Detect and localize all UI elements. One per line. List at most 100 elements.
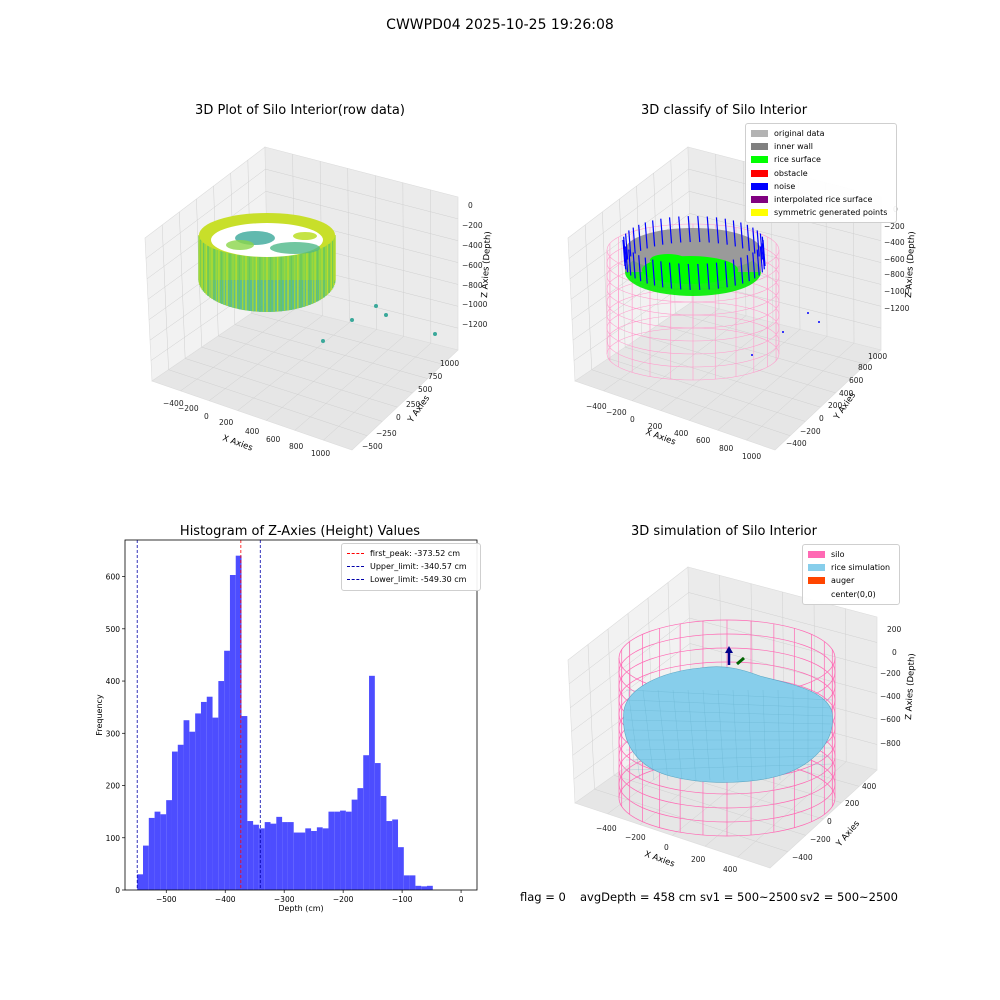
p1-outlier-point	[350, 318, 354, 322]
hist-bar	[235, 555, 242, 890]
p1-outlier-point	[321, 339, 325, 343]
hist-ytick: 300	[106, 729, 121, 738]
hist-xtick: −500	[156, 895, 177, 904]
p4-ztick: −400	[880, 692, 901, 701]
p4-ytick: 200	[845, 799, 860, 808]
hist-bar	[195, 713, 201, 890]
legend-label: original data	[774, 129, 825, 139]
p2-xtick: 600	[696, 436, 711, 445]
p1-xtick: −400	[163, 399, 184, 408]
legend-item-obstacle: obstacle	[751, 167, 891, 180]
hist-bar	[276, 816, 283, 890]
p1-ztick: −600	[462, 261, 483, 270]
p2-xtick: 1000	[742, 452, 761, 461]
hist-bar	[270, 823, 277, 890]
p2-xtick: 0	[630, 415, 635, 424]
p2-ztick: −200	[884, 222, 905, 231]
legend-item-lower-limit: Lower_limit: -549.30 cm	[347, 573, 475, 586]
footer-avg-depth: avgDepth = 458 cm	[580, 890, 697, 904]
panel2-classified-cloud	[606, 216, 820, 381]
hist-bar	[380, 795, 387, 890]
panel4-title: 3D simulation of Silo Interior	[631, 524, 817, 539]
p1-ztick: −800	[462, 281, 483, 290]
panel1-point-cloud	[198, 213, 336, 312]
hist-bar	[137, 874, 144, 890]
p1-outlier-point	[384, 313, 388, 317]
legend-item-center: center(0,0)	[808, 588, 894, 601]
p1-xtick: 200	[219, 418, 234, 427]
hist-xtick: −300	[274, 895, 295, 904]
hist-ytick: 600	[106, 573, 121, 582]
legend-label: Upper_limit: -340.57 cm	[370, 562, 467, 572]
p1-ztick: 0	[468, 201, 473, 210]
p4-zlabel: Z Axies (Depth)	[904, 653, 917, 720]
hist-bar	[148, 817, 155, 890]
legend-label: auger	[831, 576, 855, 586]
hist-bar	[334, 811, 341, 890]
hist-bar	[409, 875, 416, 890]
p1-ztick: −200	[462, 221, 483, 230]
hist-bar	[421, 886, 428, 890]
hist-bar	[229, 575, 236, 890]
p4-ztick: −600	[880, 715, 901, 724]
p1-xtick: 1000	[311, 449, 330, 458]
hist-bar	[374, 763, 381, 890]
legend-item-rice-surface: rice surface	[751, 153, 891, 166]
p1-xtick: 800	[289, 442, 304, 451]
hist-bar	[218, 681, 225, 890]
legend-label: silo	[831, 550, 845, 560]
p4-xtick: 0	[664, 843, 669, 852]
p1-xtick: 600	[266, 435, 281, 444]
hist-bar	[200, 701, 207, 890]
legend-label: center(0,0)	[831, 589, 876, 599]
hist-title: Histogram of Z-Axies (Height) Values	[179, 524, 421, 539]
figure-title: CWWPD04 2025-10-25 19:26:08	[386, 17, 614, 33]
p4-ytick: −400	[792, 853, 813, 862]
hist-bar	[316, 827, 323, 890]
p2-ytick: −400	[786, 439, 807, 448]
hist-bar	[328, 811, 335, 890]
hist-bar	[345, 811, 352, 890]
p4-ylabel: Y Axies	[834, 819, 862, 850]
legend-label: rice surface	[774, 155, 821, 165]
hist-frame	[124, 539, 478, 891]
p2-ytick: 1000	[868, 352, 887, 361]
legend-item-first-peak: first_peak: -373.52 cm	[347, 547, 475, 560]
hist-bar	[287, 822, 294, 890]
p4-xtick: 400	[723, 865, 738, 874]
footer-flag: flag = 0	[520, 890, 566, 904]
legend-item-rice-simulation: rice simulation	[808, 561, 894, 574]
hist-xtick: 0	[459, 895, 464, 904]
hist-bar	[177, 744, 184, 890]
p4-ztick: −800	[880, 739, 901, 748]
hist-bar	[403, 875, 410, 890]
legend-item-upper-limit: Upper_limit: -340.57 cm	[347, 560, 475, 573]
p1-outlier-point	[374, 304, 378, 308]
hist-ylabel: Frequency	[95, 694, 104, 736]
hist-bar	[241, 716, 248, 890]
hist-ytick: 400	[106, 677, 121, 686]
hist-bar	[386, 821, 393, 890]
p1-ytick: 750	[428, 372, 443, 381]
hist-bar	[299, 832, 306, 890]
hist-bar	[258, 828, 265, 890]
p2-ztick: −1200	[884, 304, 910, 313]
hist-ytick: 0	[115, 886, 120, 895]
p4-ytick: −200	[810, 835, 831, 844]
legend-item-inner-wall: inner wall	[751, 140, 891, 153]
p1-ztick: −1000	[462, 300, 488, 309]
p4-ytick: 0	[827, 817, 832, 826]
p4-xtick: −400	[596, 824, 617, 833]
hist-xtick: −400	[215, 895, 236, 904]
hist-bar	[415, 885, 422, 890]
legend-label: first_peak: -373.52 cm	[370, 549, 461, 559]
hist-bar	[206, 696, 213, 890]
hist-bar	[171, 751, 178, 890]
legend-item-noise: noise	[751, 180, 891, 193]
hist-bar	[189, 731, 196, 890]
footer-sv2: sv2 = 500~2500	[800, 890, 898, 904]
p1-ytick: −500	[362, 442, 383, 451]
p1-outlier-point	[433, 332, 437, 336]
